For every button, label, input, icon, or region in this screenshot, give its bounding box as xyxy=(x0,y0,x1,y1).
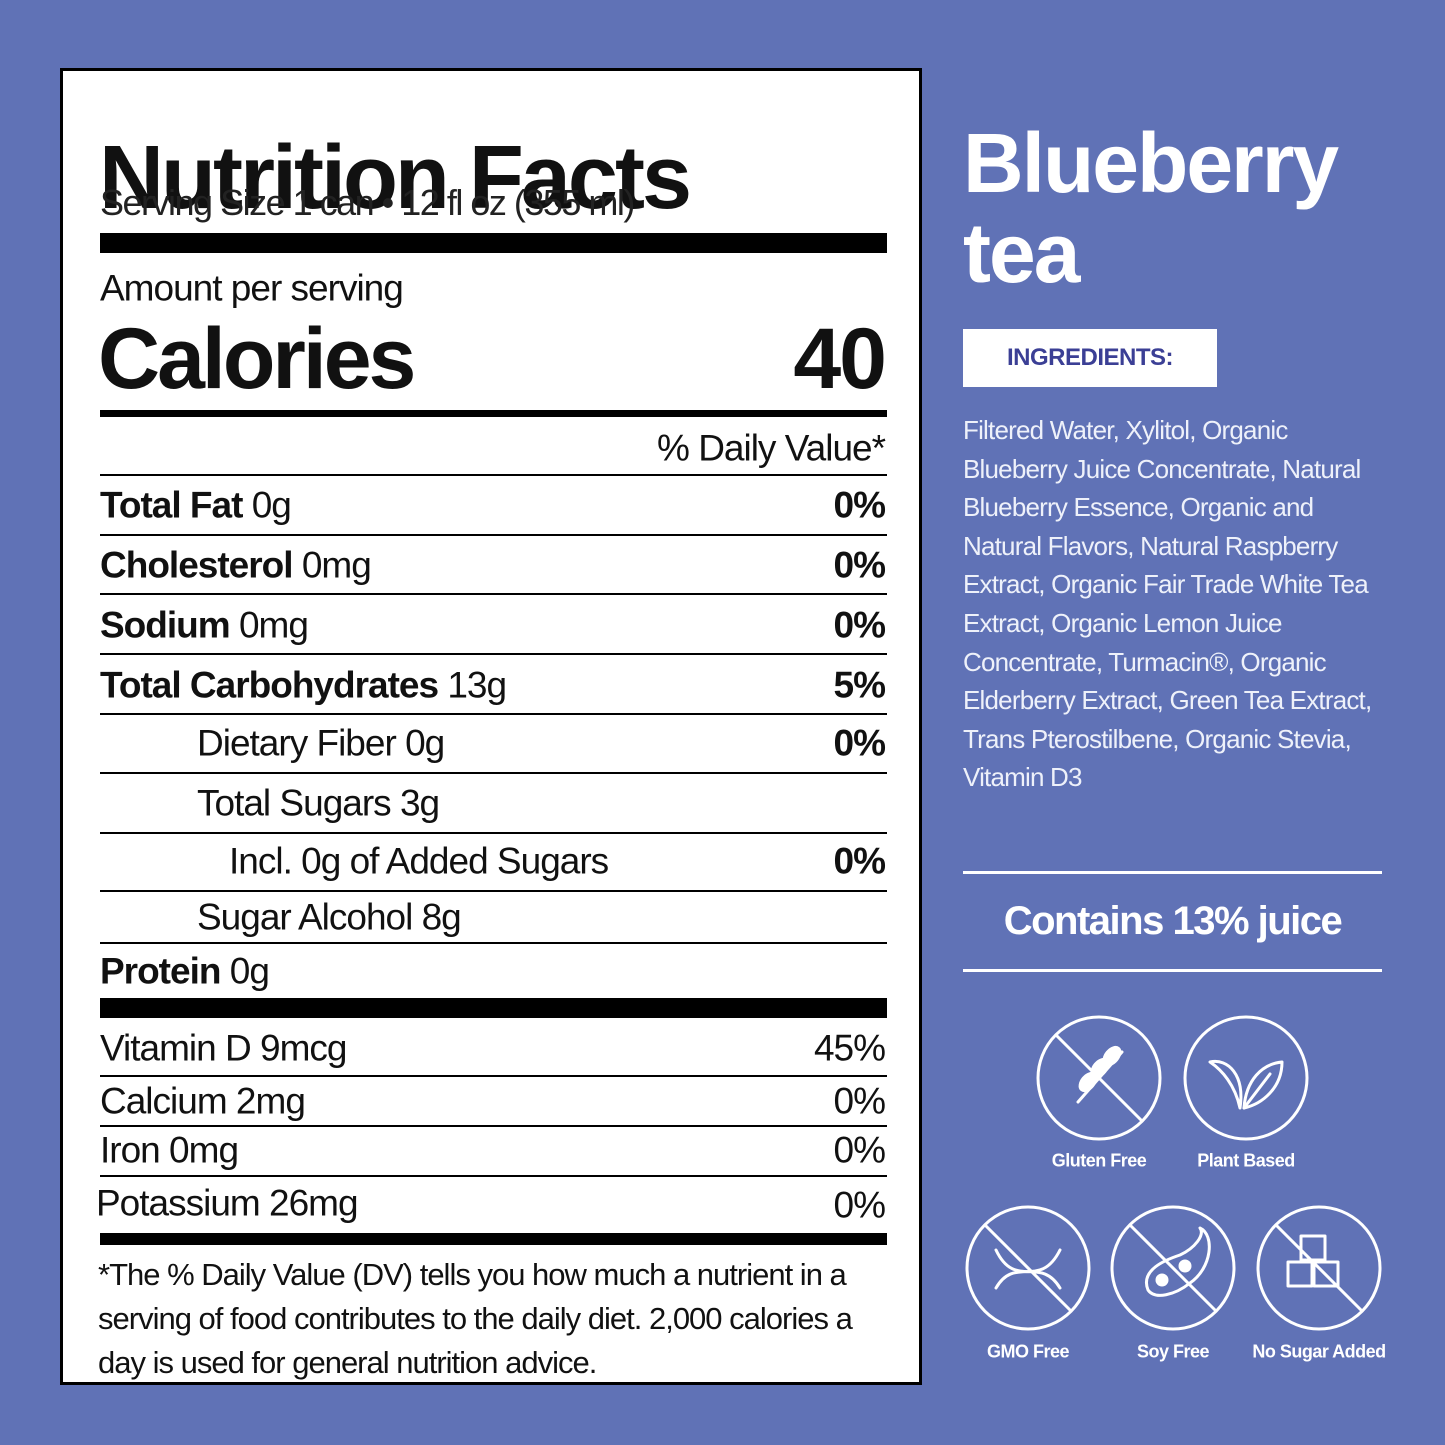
rule xyxy=(100,832,887,834)
rule xyxy=(100,534,887,536)
rule xyxy=(100,653,887,655)
vitamin-row: Vitamin D 9mcg xyxy=(100,1027,347,1069)
vitamin-dv: 0% xyxy=(833,1080,886,1122)
medium-rule xyxy=(100,410,887,417)
ingredients-text: Filtered Water, Xylitol, Organic Blueber… xyxy=(963,415,1372,793)
nutrient-name: Dietary Fiber xyxy=(197,722,397,764)
calories-value: 40 xyxy=(793,311,887,407)
nutrient-row: Sodium 0mg xyxy=(100,604,309,646)
nutrient-amount: 8g xyxy=(421,896,462,938)
nutrient-amount: 0g xyxy=(251,484,292,526)
nutrient-row: Total Carbohydrates 13g xyxy=(100,664,507,706)
rule xyxy=(100,890,887,892)
soy-free-icon xyxy=(1110,1205,1236,1331)
nutrient-name: Incl. 0g of Added Sugars xyxy=(229,840,609,882)
ingredients-box: INGREDIENTS: xyxy=(963,329,1217,387)
rule xyxy=(100,593,887,595)
daily-value-header: % Daily Value* xyxy=(657,427,886,469)
nutrient-amount: 3g xyxy=(399,782,440,824)
nutrient-name: Total Carbohydrates xyxy=(100,664,439,706)
nutrient-row: Dietary Fiber 0g xyxy=(197,722,445,764)
product-title: Blueberry tea xyxy=(963,116,1339,300)
vitamin-dv: 45% xyxy=(813,1027,886,1069)
nutrient-dv: 0% xyxy=(833,604,886,646)
vitamin-amount: 9mcg xyxy=(260,1027,347,1069)
badge-label: GMO Free xyxy=(986,1341,1070,1362)
vitamin-name: Vitamin D xyxy=(100,1027,252,1069)
thick-rule xyxy=(100,1233,887,1245)
nutrient-dv: 0% xyxy=(833,484,886,526)
nutrient-amount: 0mg xyxy=(238,604,309,646)
badge-label: Gluten Free xyxy=(1051,1150,1147,1171)
nutrient-name: Cholesterol xyxy=(100,544,294,586)
gluten-free-icon xyxy=(1036,1015,1162,1141)
badge-label: Soy Free xyxy=(1136,1341,1210,1362)
nutrient-dv: 5% xyxy=(833,664,886,706)
rule xyxy=(100,772,887,774)
vitamin-row: Calcium 2mg xyxy=(100,1080,306,1122)
nutrient-name: Protein xyxy=(100,950,221,992)
nutrient-row: Protein 0g xyxy=(100,950,270,992)
divider xyxy=(963,871,1382,874)
nutrient-amount: 13g xyxy=(447,664,507,706)
vitamin-amount: 2mg xyxy=(235,1080,306,1122)
vitamin-amount: 26mg xyxy=(269,1182,359,1224)
nutrient-name: Total Sugars xyxy=(197,782,392,824)
nutrient-name: Sugar Alcohol xyxy=(197,896,413,938)
nutrient-row: Total Sugars 3g xyxy=(197,782,440,824)
nutrient-dv: 0% xyxy=(833,722,886,764)
nutrient-amount: 0mg xyxy=(301,544,372,586)
rule xyxy=(100,1075,887,1077)
rule xyxy=(100,1125,887,1127)
thick-rule xyxy=(100,998,887,1018)
label-title: Nutrition Facts xyxy=(99,128,692,228)
ingredients-label: INGREDIENTS: xyxy=(1006,344,1174,371)
vitamin-name: Potassium xyxy=(96,1182,261,1224)
thick-rule xyxy=(100,233,887,253)
rule xyxy=(100,1175,887,1177)
juice-content: Contains 13% juice xyxy=(1003,899,1343,943)
vitamin-row: Iron 0mg xyxy=(100,1129,239,1171)
nutrient-row: Sugar Alcohol 8g xyxy=(197,896,462,938)
nutrient-dv: 0% xyxy=(833,840,886,882)
divider xyxy=(963,969,1382,972)
nutrient-amount: 0g xyxy=(405,722,445,764)
rule xyxy=(100,713,887,715)
nutrient-dv: 0% xyxy=(833,544,886,586)
vitamin-dv: 0% xyxy=(833,1184,886,1226)
amount-per-serving: Amount per serving xyxy=(100,267,404,309)
rule xyxy=(100,942,887,944)
nutrient-row: Cholesterol 0mg xyxy=(100,544,372,586)
no-sugar-icon xyxy=(1256,1205,1382,1331)
nutrient-name: Total Fat xyxy=(100,484,243,526)
nutrient-amount: 0g xyxy=(229,950,270,992)
gmo-free-icon xyxy=(965,1205,1091,1331)
footnote: *The % Daily Value (DV) tells you how mu… xyxy=(98,1257,853,1380)
vitamin-row: Potassium 26mg xyxy=(96,1182,359,1224)
badge-label: Plant Based xyxy=(1197,1150,1295,1171)
plant-based-icon xyxy=(1183,1015,1309,1141)
calories-label: Calories xyxy=(98,311,416,407)
nutrient-name: Sodium xyxy=(100,604,231,646)
badge-label: No Sugar Added xyxy=(1252,1341,1386,1362)
vitamin-name: Calcium xyxy=(100,1080,228,1122)
vitamin-amount: 0mg xyxy=(169,1129,239,1171)
serving-size: Serving Size 1 can • 12 fl oz (355 ml) xyxy=(100,182,635,223)
nutrient-row: Total Fat 0g xyxy=(100,484,292,526)
nutrition-label: Nutrition Facts Serving Size 1 can • 12 … xyxy=(60,68,922,1385)
vitamin-dv: 0% xyxy=(833,1129,886,1171)
vitamin-name: Iron xyxy=(100,1129,161,1171)
rule xyxy=(100,474,887,476)
